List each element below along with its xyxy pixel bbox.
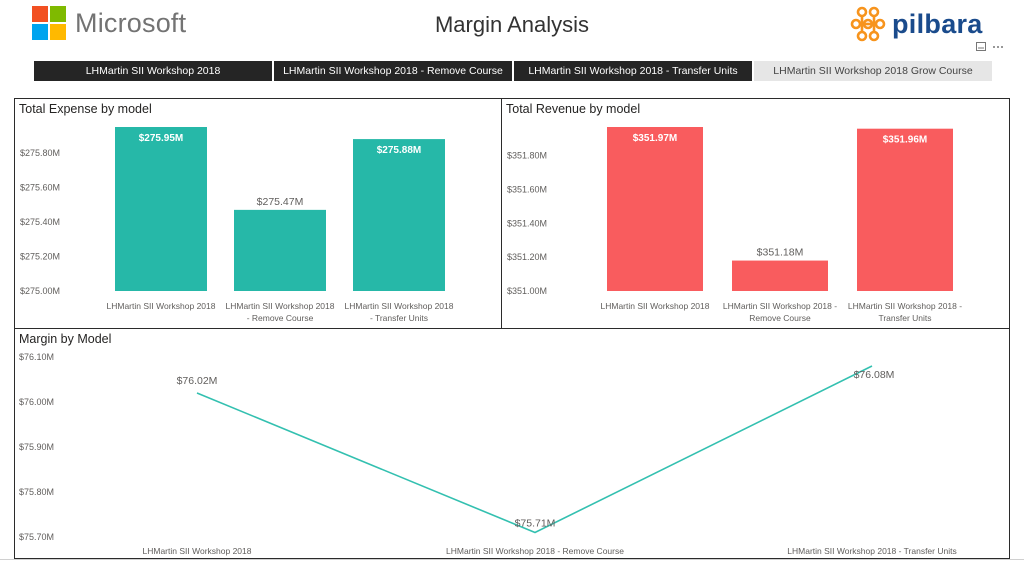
microsoft-logo-text: Microsoft: [75, 7, 187, 38]
expense-bar: [115, 127, 207, 291]
revenue-category-label: LHMartin SII Workshop 2018 -: [723, 301, 837, 311]
revenue-y-tick-label: $351.80M: [507, 151, 547, 161]
pilbara-logo: pilbara: [848, 4, 983, 44]
margin-category-label: LHMartin SII Workshop 2018: [143, 546, 252, 556]
expense-y-tick-label: $275.80M: [20, 148, 60, 158]
visual-header-icons: [976, 42, 1004, 51]
expense-bar-chart: $275.00M $275.20M $275.40M $275.60M $275.80M…: [20, 127, 454, 323]
revenue-chart-panel[interactable]: Total Revenue by model $351.00M $351.20M $…: [501, 98, 1010, 329]
revenue-y-tick-label: $351.20M: [507, 252, 547, 262]
revenue-data-label: $351.97M: [633, 133, 677, 144]
margin-category-label: LHMartin SII Workshop 2018 - Remove Cour…: [446, 546, 624, 556]
expense-y-tick-label: $275.60M: [20, 182, 60, 192]
revenue-category-label: LHMartin SII Workshop 2018 -: [848, 301, 962, 311]
revenue-category-label: LHMartin SII Workshop 2018: [601, 301, 710, 311]
focus-mode-icon[interactable]: [976, 42, 986, 51]
microsoft-logo: Microsoft: [32, 6, 186, 40]
revenue-y-tick-label: $351.40M: [507, 218, 547, 228]
tab-remove-course[interactable]: LHMartin SII Workshop 2018 - Remove Cour…: [274, 61, 512, 81]
revenue-bar: [857, 128, 953, 291]
expense-data-label: $275.95M: [139, 133, 183, 144]
more-options-icon[interactable]: [992, 42, 1004, 51]
margin-category-label: LHMartin SII Workshop 2018 - Transfer Un…: [787, 546, 956, 556]
margin-y-tick-label: $76.10M: [19, 352, 54, 362]
expense-y-tick-label: $275.20M: [20, 251, 60, 261]
tab-grow-course[interactable]: LHMartin SII Workshop 2018 Grow Course: [754, 61, 992, 81]
revenue-y-tick-label: $351.00M: [507, 286, 547, 296]
expense-category-label: - Transfer Units: [370, 313, 428, 323]
margin-data-label: $76.08M: [854, 369, 895, 381]
pilbara-mark-icon: [850, 6, 886, 42]
margin-y-tick-label: $75.90M: [19, 442, 54, 452]
expense-data-label: $275.88M: [377, 145, 421, 156]
margin-y-tick-label: $76.00M: [19, 397, 54, 407]
scenario-tab-bar: LHMartin SII Workshop 2018 LHMartin SII …: [34, 61, 994, 81]
expense-chart-panel[interactable]: Total Expense by model $275.00M $275.20M $…: [14, 98, 502, 329]
expense-y-tick-label: $275.40M: [20, 217, 60, 227]
revenue-bar: [732, 260, 828, 291]
margin-data-label: $75.71M: [515, 518, 556, 530]
microsoft-squares-icon: [32, 6, 66, 40]
pilbara-logo-text: pilbara: [892, 8, 983, 39]
margin-chart-panel[interactable]: Margin by Model $75.70M $75.80M $75.90M $76…: [14, 328, 1010, 559]
revenue-category-label: Transfer Units: [878, 313, 931, 323]
report-header: Microsoft Margin Analysis pilbara: [0, 0, 1024, 58]
tab-transfer-units[interactable]: LHMartin SII Workshop 2018 - Transfer Un…: [514, 61, 752, 81]
tab-workshop-2018[interactable]: LHMartin SII Workshop 2018: [34, 61, 272, 81]
expense-category-label: LHMartin SII Workshop 2018: [226, 301, 335, 311]
expense-bar: [234, 209, 326, 291]
expense-chart-title: Total Expense by model: [19, 102, 152, 116]
page-title: Margin Analysis: [434, 12, 590, 37]
margin-y-tick-label: $75.80M: [19, 487, 54, 497]
revenue-bar: [607, 127, 703, 291]
margin-chart-title: Margin by Model: [19, 332, 112, 346]
expense-data-label: $275.47M: [257, 196, 304, 208]
expense-y-tick-label: $275.00M: [20, 286, 60, 296]
revenue-chart-title: Total Revenue by model: [506, 102, 641, 116]
expense-bar: [353, 139, 445, 291]
revenue-data-label: $351.96M: [883, 135, 927, 146]
margin-data-label: $76.02M: [177, 375, 218, 387]
expense-category-label: LHMartin SII Workshop 2018: [107, 301, 216, 311]
revenue-bar-chart: $351.00M $351.20M $351.40M $351.60M $351.80M…: [507, 127, 962, 323]
revenue-data-label: $351.18M: [757, 247, 804, 259]
margin-series-line: [196, 365, 873, 534]
margin-y-tick-label: $75.70M: [19, 532, 54, 542]
expense-category-label: LHMartin SII Workshop 2018: [345, 301, 454, 311]
margin-line-chart: $75.70M $75.80M $75.90M $76.00M $76.10M $76.0…: [19, 352, 957, 556]
revenue-y-tick-label: $351.60M: [507, 185, 547, 195]
revenue-category-label: Remove Course: [749, 313, 811, 323]
expense-category-label: - Remove Course: [247, 313, 314, 323]
page-bottom-divider: [0, 559, 1024, 560]
